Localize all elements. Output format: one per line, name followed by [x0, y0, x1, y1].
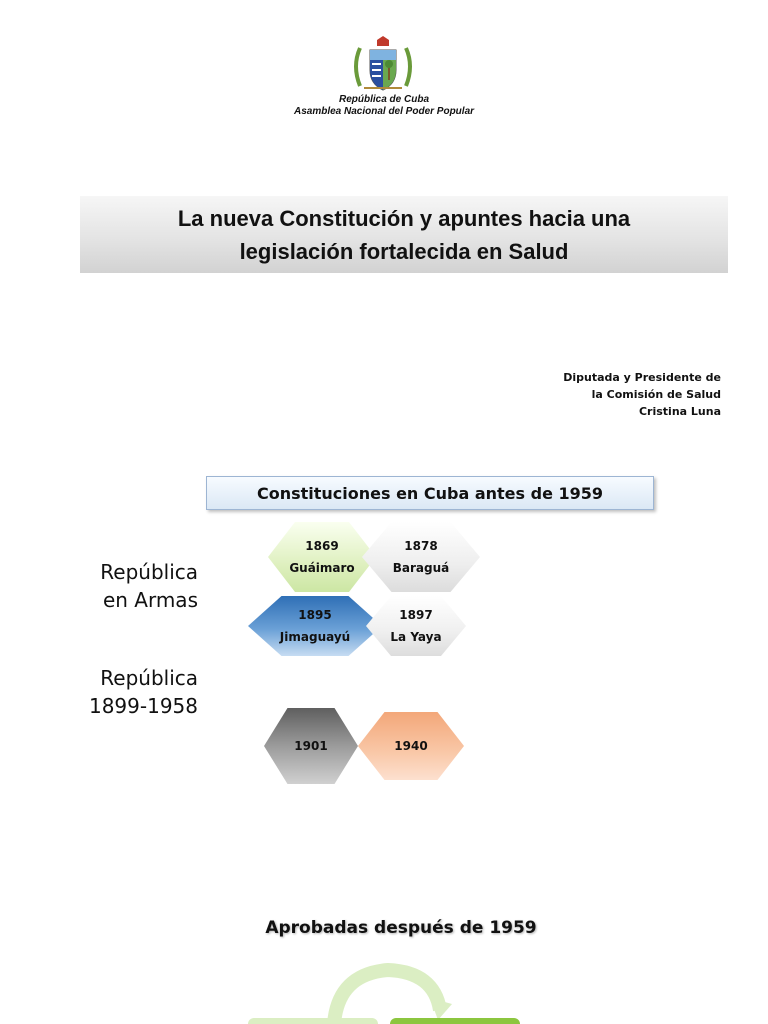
- page-title-line-2: legislación fortalecida en Salud: [239, 238, 569, 264]
- constitution-year: 1940: [394, 739, 428, 753]
- constitution-hexagon-1940: 1940: [358, 712, 464, 780]
- period-label-line: República: [100, 560, 198, 584]
- constitution-year: 1897: [399, 608, 433, 622]
- author-name: Cristina Luna: [638, 405, 721, 418]
- period-label-line: en Armas: [102, 588, 198, 612]
- constitution-place: Baraguá: [392, 561, 450, 575]
- author-role-line-1: Diputada y Presidente de: [563, 371, 721, 384]
- org-name-line-2: Asamblea Nacional del Poder Popular: [293, 106, 475, 117]
- constitution-place: Guáimaro: [289, 561, 355, 575]
- constitution-year: 1869: [305, 539, 339, 553]
- constitution-hexagon-1878: 1878 Baraguá: [362, 522, 480, 592]
- constitution-hexagon-1901: 1901: [264, 708, 358, 784]
- period-label-line: 1899-1958: [88, 694, 198, 718]
- page-title-line-1: La nueva Constitución y apuntes hacia un…: [177, 205, 631, 231]
- author-role-line-2: la Comisión de Salud: [591, 388, 721, 401]
- constitution-year: 1878: [404, 539, 438, 553]
- period-label-line: República: [100, 666, 198, 690]
- cycle-arrows-icon: [248, 962, 520, 1024]
- constitution-year: 1901: [294, 739, 328, 753]
- period-label-republica-en-armas: República en Armas: [58, 558, 198, 614]
- constitution-hexagon-1869: 1869 Guáimaro: [268, 522, 376, 592]
- constitution-hexagon-1897: 1897 La Yaya: [366, 596, 466, 656]
- period-label-republica-1899-1958: República 1899-1958: [58, 664, 198, 720]
- org-name-line-1: República de Cuba: [338, 94, 429, 105]
- constitution-hexagon-1895: 1895 Jimaguayú: [248, 596, 382, 656]
- section-heading: Constituciones en Cuba antes de 1959: [206, 476, 654, 510]
- constitution-place: Jimaguayú: [279, 630, 351, 644]
- coat-of-arms-icon: [354, 36, 412, 91]
- title-banner: La nueva Constitución y apuntes hacia un…: [80, 196, 728, 273]
- constitution-place: La Yaya: [390, 630, 442, 644]
- constitution-year: 1895: [298, 608, 332, 622]
- after-1959-heading: Aprobadas después de 1959: [265, 918, 537, 938]
